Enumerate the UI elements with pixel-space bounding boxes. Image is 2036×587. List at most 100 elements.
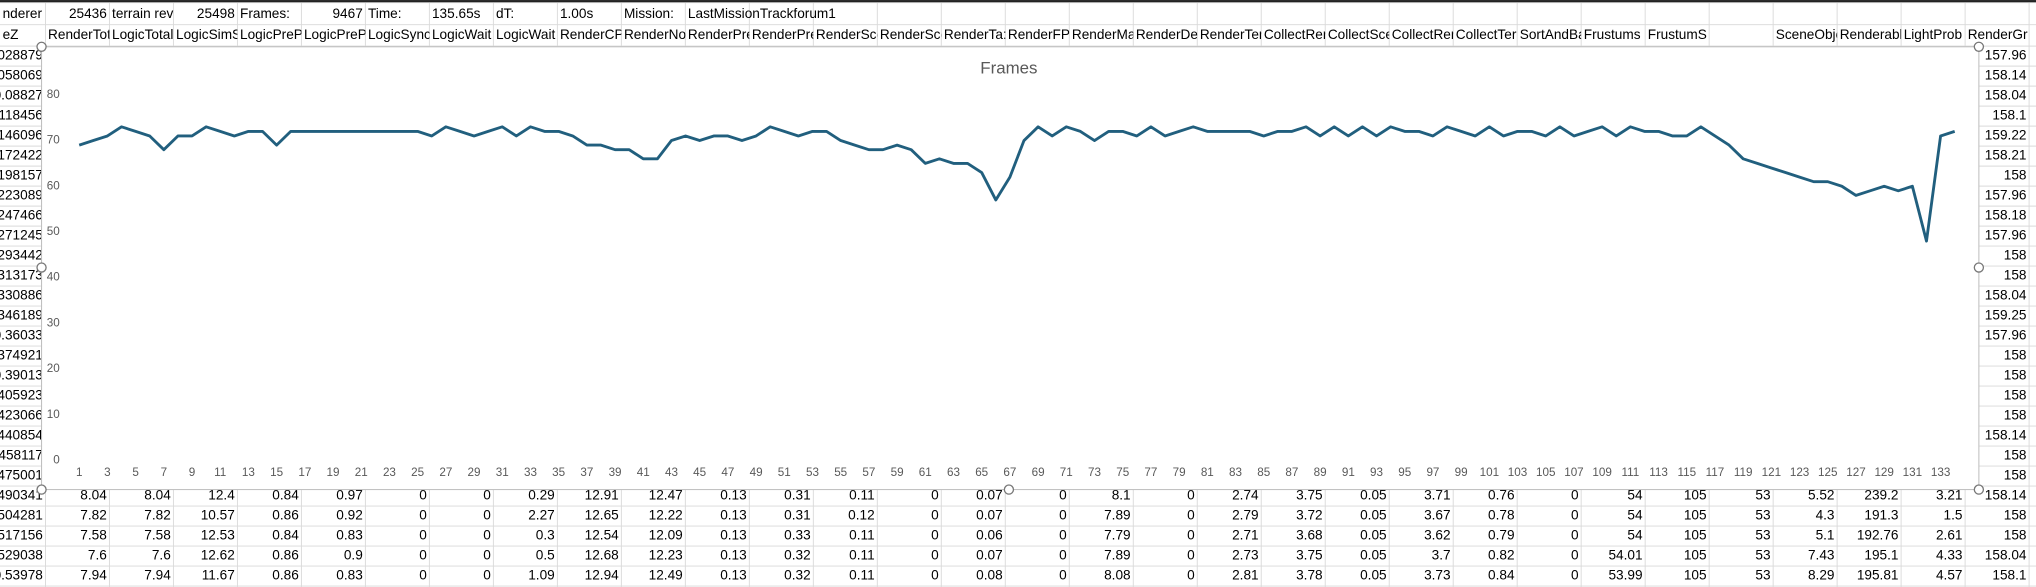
cell: 0: [419, 528, 427, 543]
handle[interactable]: [1973, 41, 1985, 52]
cell: 105: [1684, 568, 1707, 583]
cell: 0: [1571, 568, 1579, 583]
x-tick-label: 127: [1846, 466, 1865, 479]
x-tick-label: 105: [1536, 466, 1555, 479]
cell: 5.52: [1808, 488, 1835, 503]
cell: 7.43: [1808, 548, 1835, 563]
cell: 0: [1571, 488, 1579, 503]
chart-frame[interactable]: [41, 46, 1980, 491]
cell: 0.13: [720, 548, 747, 563]
x-tick-label: 35: [552, 466, 565, 479]
cell: 0.86: [272, 508, 299, 523]
handle[interactable]: [36, 484, 47, 495]
cell: 0.05: [1360, 508, 1387, 523]
cell: 8.1: [1112, 488, 1131, 503]
cell: 247466: [0, 208, 43, 223]
data-line: [78, 125, 1956, 243]
cell: 158: [2004, 468, 2027, 483]
cell: 423066: [0, 408, 43, 423]
x-tick-label: 49: [750, 466, 763, 479]
x-tick-label: 13: [242, 466, 255, 479]
cell: RenderNo: [624, 27, 686, 42]
x-tick-label: 21: [355, 466, 368, 479]
x-tick-label: 39: [609, 466, 622, 479]
x-tick-label: 83: [1229, 466, 1242, 479]
cell: 12.22: [649, 508, 683, 523]
x-tick-label: 63: [947, 466, 960, 479]
y-tick-label: 40: [47, 271, 60, 284]
cell: 53: [1755, 488, 1770, 503]
handle[interactable]: [1973, 262, 1985, 273]
cell: 0.5: [536, 548, 555, 563]
cell: 158.14: [1985, 428, 2027, 443]
x-tick-label: 33: [524, 466, 537, 479]
x-tick-label: 5: [132, 466, 138, 479]
cell: 157.96: [1985, 188, 2027, 203]
cell: 0: [483, 568, 491, 583]
cell: 0.84: [272, 488, 299, 503]
cell: CollectRer: [1264, 27, 1328, 42]
handle[interactable]: [36, 262, 47, 273]
handle[interactable]: [36, 41, 47, 52]
cell: 8.04: [144, 488, 171, 503]
cell: 0: [1059, 568, 1067, 583]
cell: 440854: [0, 428, 43, 443]
x-tick-label: 11: [214, 466, 226, 479]
x-tick-label: 97: [1426, 466, 1439, 479]
cell: 529038: [0, 548, 43, 563]
cell: 53: [1755, 508, 1770, 523]
cell: 3.72: [1296, 508, 1323, 523]
y-tick-label: 50: [47, 225, 60, 238]
cell: 105: [1684, 548, 1707, 563]
cell: RenderSce: [816, 27, 884, 42]
x-tick-label: 31: [496, 466, 509, 479]
cell: 157.96: [1985, 228, 2027, 243]
cell: 0.86: [272, 568, 299, 583]
x-tick-label: 51: [778, 466, 791, 479]
cell: 0.36033: [0, 328, 43, 343]
cell: 12.54: [585, 528, 620, 543]
cell: 0: [1059, 548, 1067, 563]
cell: FrustumS: [1648, 27, 1707, 42]
cell: 3.62: [1424, 528, 1451, 543]
cell: 490341: [0, 488, 43, 503]
cell: 0.13: [720, 528, 747, 543]
cell: RenderTot: [48, 27, 111, 42]
cell: SceneObje: [1776, 27, 1843, 42]
cell: eZ: [3, 27, 19, 42]
cell: 0: [483, 548, 491, 563]
cell: 0: [419, 548, 427, 563]
cell: 0.13: [720, 568, 747, 583]
cell: 0.39013: [0, 368, 43, 383]
cell: 158.21: [1985, 148, 2027, 163]
x-tick-label: 69: [1032, 466, 1045, 479]
cell: 0.97: [336, 488, 363, 503]
cell: 0: [1187, 528, 1195, 543]
cell: 7.58: [80, 528, 107, 543]
cell: 374921: [0, 348, 43, 363]
x-tick-label: 95: [1398, 466, 1411, 479]
cell: RenderTer: [1200, 27, 1264, 42]
x-tick-label: 131: [1903, 466, 1922, 479]
handle[interactable]: [1003, 484, 1015, 495]
cell: 293442: [0, 248, 43, 263]
handle[interactable]: [1973, 484, 1985, 495]
x-tick-label: 71: [1060, 466, 1073, 479]
y-tick-label: 60: [47, 179, 60, 192]
cell: 0.79: [1488, 528, 1515, 543]
x-tick-label: 77: [1144, 466, 1157, 479]
cell: 0.11: [849, 568, 875, 583]
cell: 058069: [0, 68, 43, 83]
x-tick-label: 111: [1621, 466, 1639, 479]
cell: 12.09: [649, 528, 683, 543]
cell: 0.13: [720, 508, 747, 523]
x-tick-label: 87: [1285, 466, 1298, 479]
x-tick-label: 109: [1592, 466, 1611, 479]
cell: 0.05: [1360, 528, 1387, 543]
cell: 0.05: [1360, 568, 1387, 583]
cell: 8.08: [1104, 568, 1131, 583]
y-tick-label: 10: [47, 408, 60, 421]
cell: 7.94: [144, 568, 171, 583]
x-tick-label: 107: [1564, 466, 1583, 479]
